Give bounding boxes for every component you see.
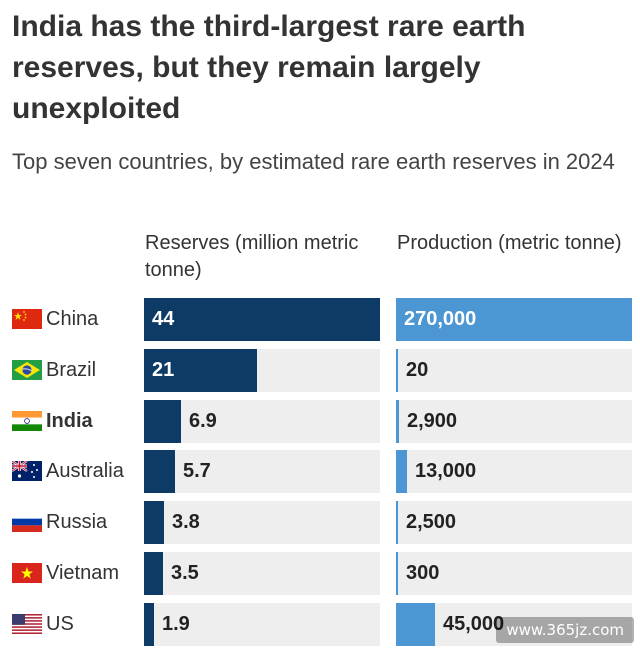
production-track-australia — [396, 450, 632, 493]
production-track-vietnam — [396, 552, 632, 595]
production-bar-china — [396, 298, 632, 341]
production-track-india — [396, 400, 632, 443]
country-label-us: US — [46, 613, 74, 635]
production-bar-vietnam — [396, 552, 398, 595]
production-bar-russia — [396, 501, 398, 544]
production-track-us — [396, 603, 632, 646]
reserves-value-russia: 3.8 — [172, 511, 200, 533]
production-bar-us — [396, 603, 435, 646]
production-value-brazil: 20 — [406, 359, 429, 381]
production-track-russia — [396, 501, 632, 544]
china-flag-icon — [12, 309, 42, 329]
us-flag-icon — [12, 614, 42, 634]
reserves-bar-russia — [144, 501, 164, 544]
production-value-india: 2,900 — [407, 410, 458, 432]
country-label-russia: Russia — [46, 511, 108, 533]
reserves-bar-australia — [144, 450, 175, 493]
country-label-australia: Australia — [46, 460, 124, 482]
production-column-header: Production (metric tonne) — [397, 232, 622, 254]
production-value-us: 45,000 — [443, 613, 505, 635]
reserves-bar-brazil — [144, 349, 257, 392]
reserves-column-header: Reserves (million metric tonne) — [145, 232, 359, 281]
production-value-australia: 13,000 — [415, 460, 477, 482]
production-bar-india — [396, 400, 399, 443]
production-value-china: 270,000 — [404, 308, 477, 330]
india-flag-icon — [12, 411, 42, 431]
russia-flag-icon — [12, 512, 42, 532]
country-label-india: India — [46, 410, 93, 432]
reserves-track-us — [144, 603, 380, 646]
chart-title: India has the third-largest rare earth r… — [12, 10, 526, 125]
reserves-track-india — [144, 400, 380, 443]
reserves-value-vietnam: 3.5 — [171, 562, 199, 584]
reserves-bar-us — [144, 603, 154, 646]
watermark: www.365jz.com — [496, 617, 634, 643]
vietnam-flag-icon — [12, 563, 42, 583]
reserves-value-china: 44 — [152, 308, 175, 330]
reserves-track-russia — [144, 501, 380, 544]
production-bar-brazil — [396, 349, 398, 392]
australia-flag-icon — [12, 461, 42, 481]
production-value-russia: 2,500 — [406, 511, 457, 533]
country-label-china: China — [46, 308, 99, 330]
production-bar-australia — [396, 450, 407, 493]
chart-subtitle: Top seven countries, by estimated rare e… — [12, 149, 615, 174]
production-value-vietnam: 300 — [406, 562, 440, 584]
country-label-vietnam: Vietnam — [46, 562, 120, 584]
reserves-value-india: 6.9 — [189, 410, 217, 432]
reserves-track-australia — [144, 450, 380, 493]
reserves-bar-china — [144, 298, 380, 341]
reserves-bar-india — [144, 400, 181, 443]
brazil-flag-icon — [12, 360, 42, 380]
reserves-bar-vietnam — [144, 552, 163, 595]
reserves-value-brazil: 21 — [152, 359, 175, 381]
reserves-track-vietnam — [144, 552, 380, 595]
reserves-value-australia: 5.7 — [183, 460, 211, 482]
production-track-brazil — [396, 349, 632, 392]
reserves-value-us: 1.9 — [162, 613, 190, 635]
country-label-brazil: Brazil — [46, 359, 97, 381]
